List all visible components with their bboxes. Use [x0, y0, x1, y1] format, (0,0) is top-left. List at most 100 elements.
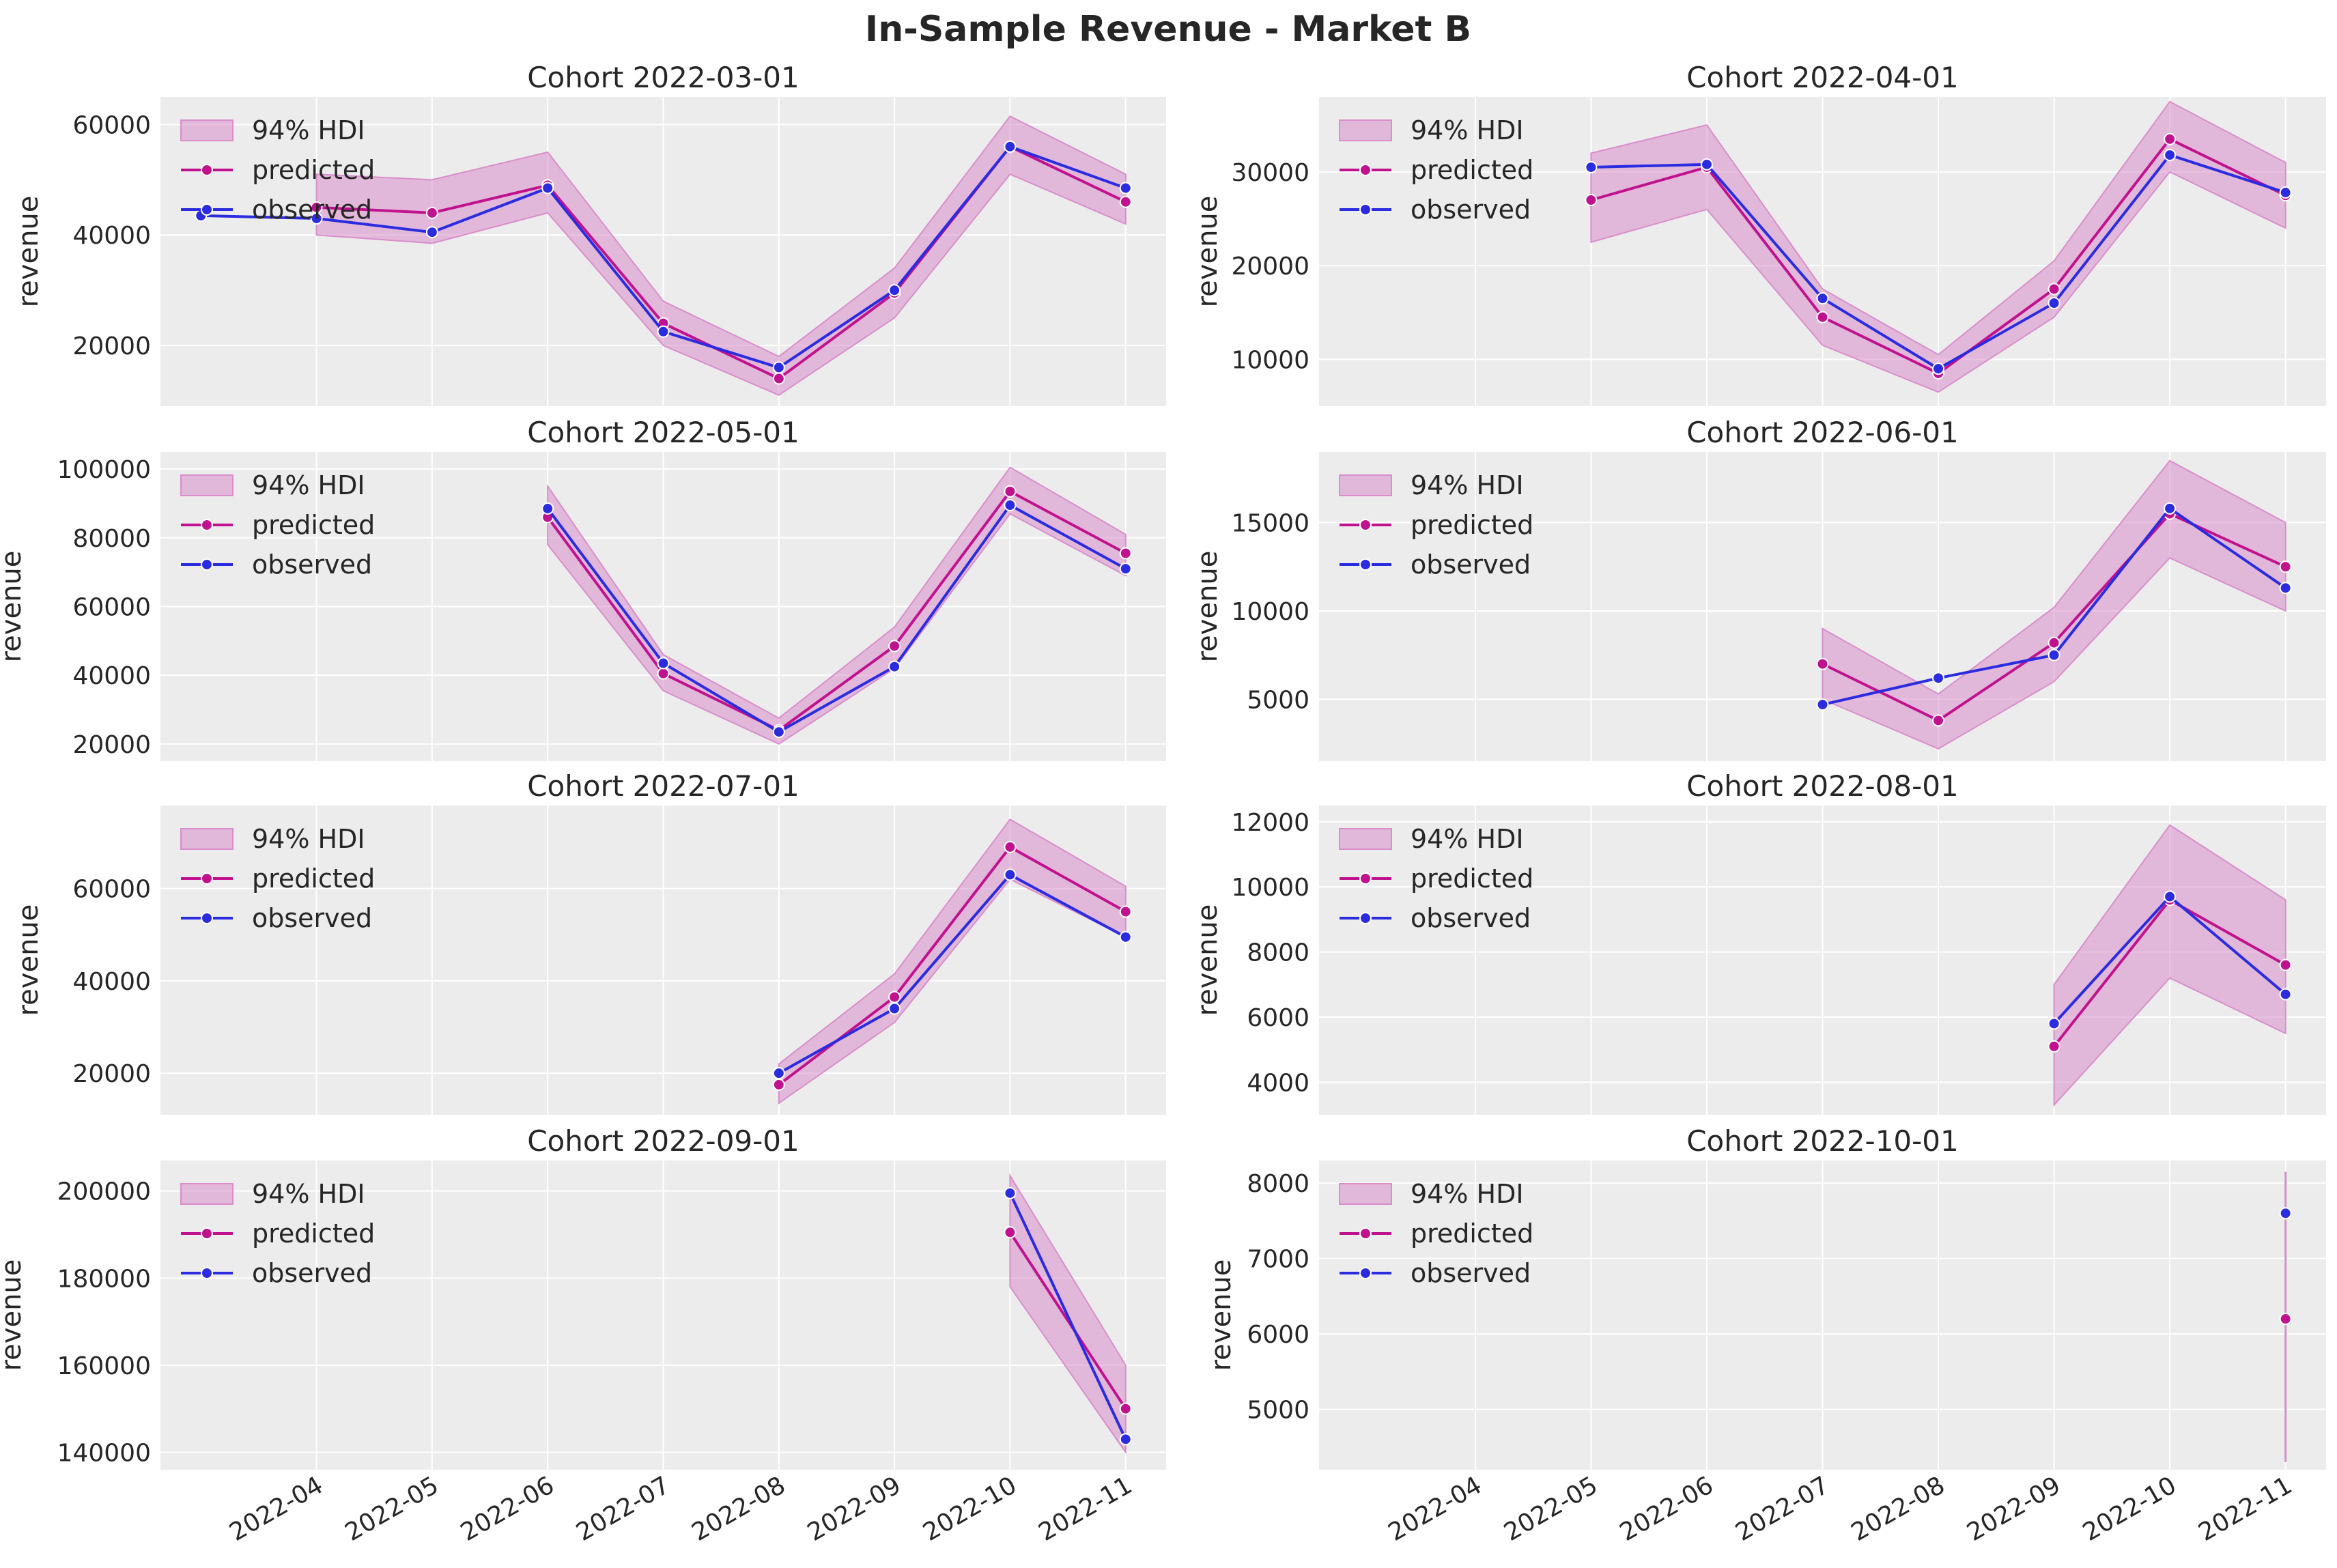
observed-point [2279, 988, 2292, 1001]
x-tick-label: 2022-05 [1499, 1471, 1602, 1547]
predicted-point [772, 1079, 785, 1092]
x-tick-label: 2022-09 [1962, 1471, 2065, 1547]
x-tick-label: 2022-08 [688, 1471, 791, 1547]
observed-point [1004, 1186, 1017, 1199]
panel-6: 4000 6000 8000 10000 12000 Cohort 2022-08-01 r… [1192, 769, 2326, 1115]
y-axis-label: revenue [1192, 551, 1223, 663]
y-axis-label: revenue [13, 196, 44, 308]
y-tick-label: 60000 [72, 594, 151, 622]
legend-hdi-label: 94% HDI [1411, 1179, 1524, 1209]
observed-point [1932, 362, 1945, 375]
observed-point [541, 182, 554, 195]
observed-point [425, 226, 438, 239]
predicted-line [1008, 1231, 1127, 1410]
observed-point [772, 1067, 785, 1080]
x-tick-label: 2022-09 [803, 1471, 906, 1547]
hdi-band [315, 115, 1127, 396]
observed-point [1932, 672, 1945, 685]
predicted-point [1119, 1402, 1132, 1415]
observed-point [2048, 1017, 2060, 1030]
predicted-point [888, 990, 901, 1003]
legend-observed-marker [1359, 203, 1372, 216]
observed-point [2279, 186, 2292, 199]
x-tick-label: 2022-11 [1034, 1471, 1137, 1547]
observed-point [1004, 868, 1017, 881]
legend-predicted-label: predicted [252, 864, 375, 894]
observed-point [1585, 160, 1598, 173]
y-tick-label: 180000 [57, 1265, 151, 1293]
panel-title: Cohort 2022-04-01 [1686, 61, 1959, 94]
legend-predicted-label: predicted [1411, 155, 1533, 185]
predicted-point [425, 206, 438, 219]
predicted-point [2279, 958, 2292, 971]
legend-hdi-swatch [1339, 474, 1392, 496]
legend-hdi-label: 94% HDI [1411, 470, 1524, 500]
predicted-point [1004, 840, 1017, 853]
x-tick-label: 2022-05 [341, 1471, 444, 1547]
y-tick-label: 5000 [1247, 1397, 1309, 1425]
y-tick-label: 20000 [1231, 253, 1309, 281]
y-tick-label: 40000 [72, 662, 151, 690]
x-tick-label: 2022-11 [2194, 1471, 2297, 1547]
y-tick-label: 10000 [1231, 346, 1309, 374]
observed-point [1816, 698, 1829, 711]
legend-observed-marker [1359, 558, 1372, 571]
observed-point [1004, 499, 1017, 512]
observed-point [2048, 648, 2060, 661]
hdi-band [1822, 459, 2286, 750]
legend-predicted-label: predicted [1411, 864, 1533, 894]
legend-observed-label: observed [252, 903, 372, 933]
panel-3: 20000 40000 60000 80000 100000 Cohort 2022-05… [0, 416, 1166, 761]
observed-line [778, 872, 1127, 1074]
y-tick-label: 20000 [72, 1060, 151, 1088]
panel-title: Cohort 2022-07-01 [527, 769, 799, 803]
predicted-point [2048, 1040, 2060, 1053]
y-tick-label: 8000 [1247, 1170, 1309, 1198]
y-axis-label: revenue [1192, 904, 1223, 1016]
legend-observed-label: observed [1411, 550, 1531, 580]
legend-observed-label: observed [252, 550, 372, 580]
observed-point [2279, 1207, 2292, 1220]
legend-predicted-marker [1359, 164, 1372, 176]
legend-hdi-label: 94% HDI [1411, 115, 1524, 145]
legend-predicted-label: predicted [1411, 510, 1533, 540]
panel-title: Cohort 2022-08-01 [1686, 769, 1959, 803]
observed-point [657, 325, 670, 338]
y-tick-label: 20000 [72, 332, 151, 360]
y-axis-label: revenue [0, 551, 27, 663]
legend-observed-label: observed [252, 1258, 372, 1288]
legend-hdi-label: 94% HDI [1411, 824, 1524, 854]
predicted-point [888, 640, 901, 653]
predicted-point [1932, 714, 1945, 727]
hdi-band [2053, 824, 2286, 1107]
observed-point [1119, 1433, 1132, 1446]
panel-title: Cohort 2022-03-01 [527, 61, 799, 94]
observed-point [1816, 292, 1829, 305]
legend-observed-marker [201, 912, 213, 924]
observed-point [888, 660, 901, 673]
panel-title: Cohort 2022-09-01 [527, 1124, 799, 1158]
legend-predicted-marker [1359, 519, 1372, 531]
legend-predicted-label: predicted [252, 1218, 375, 1249]
y-tick-label: 8000 [1247, 939, 1309, 967]
legend-predicted-marker [201, 1227, 213, 1240]
y-tick-label: 200000 [57, 1178, 151, 1206]
observed-point [541, 502, 554, 515]
panel-2: 10000 20000 30000 Cohort 2022-04-01 revenue 9… [1192, 61, 2326, 406]
observed-line [1008, 1193, 1127, 1440]
hdi-band [547, 466, 1127, 745]
y-tick-label: 10000 [1231, 874, 1309, 902]
y-tick-label: 4000 [1247, 1069, 1309, 1097]
legend-observed-label: observed [1411, 903, 1531, 933]
y-tick-label: 5000 [1247, 686, 1309, 714]
predicted-point [1004, 1226, 1017, 1239]
legend-hdi-swatch [180, 119, 233, 141]
x-tick-label: 2022-08 [1847, 1471, 1950, 1547]
y-tick-label: 6000 [1247, 1321, 1309, 1349]
legend-hdi-swatch [1339, 828, 1392, 850]
observed-point [772, 361, 785, 374]
legend-observed-marker [201, 203, 213, 216]
y-tick-label: 40000 [72, 968, 151, 996]
x-tick-label: 2022-06 [456, 1471, 559, 1547]
observed-point [2048, 297, 2060, 309]
